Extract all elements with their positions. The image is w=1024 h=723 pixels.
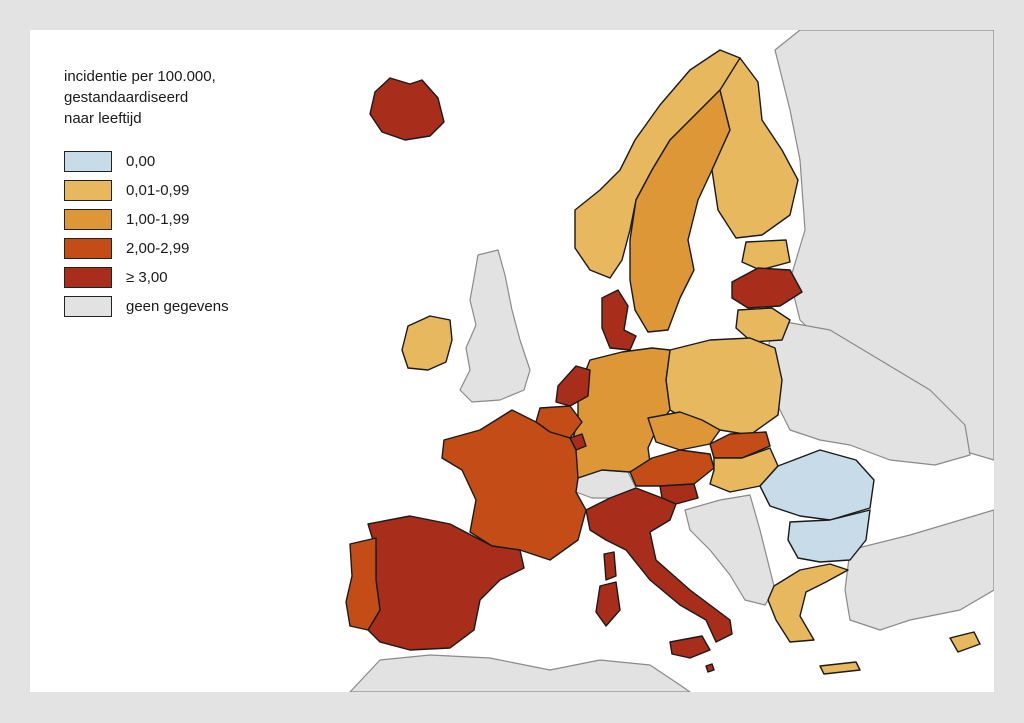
legend-label-2: 1,00-1,99 xyxy=(126,211,190,228)
legend-label-0: 0,00 xyxy=(126,153,156,170)
country-estonia[interactable] xyxy=(741,239,791,271)
legend-item-3: 2,00-2,99 xyxy=(64,234,229,263)
country-iceland[interactable] xyxy=(369,77,445,141)
balkans xyxy=(684,494,776,606)
sicily-island xyxy=(669,635,711,659)
crete-island xyxy=(819,661,861,675)
country-denmark[interactable] xyxy=(601,289,637,351)
legend-item-5: geen gegevens xyxy=(64,292,229,321)
legend-swatch-1 xyxy=(64,180,112,201)
legend-title-line-2: gestandaardiseerd xyxy=(64,89,189,106)
country-czechia[interactable] xyxy=(647,411,721,451)
map-frame: incidentie per 100.000, gestandaardiseer… xyxy=(30,30,994,692)
legend-label-3: 2,00-2,99 xyxy=(126,240,190,257)
background-lands xyxy=(349,30,994,692)
country-greece[interactable] xyxy=(767,563,849,643)
country-ireland[interactable] xyxy=(401,315,453,371)
legend-item-0: 0,00 xyxy=(64,147,229,176)
legend-label-5: geen gegevens xyxy=(126,298,229,315)
legend-swatch-2 xyxy=(64,209,112,230)
country-portugal[interactable] xyxy=(345,537,381,631)
country-bulgaria[interactable] xyxy=(787,509,871,563)
legend-swatch-4 xyxy=(64,267,112,288)
sardinia-island xyxy=(595,581,621,627)
country-italy[interactable] xyxy=(585,487,733,643)
country-germany[interactable] xyxy=(569,347,671,479)
north-africa xyxy=(349,654,691,692)
legend-item-1: 0,01-0,99 xyxy=(64,176,229,205)
legend-label-4: ≥ 3,00 xyxy=(126,269,168,286)
legend-title: incidentie per 100.000, gestandaardiseer… xyxy=(64,66,229,129)
legend-label-1: 0,01-0,99 xyxy=(126,182,190,199)
country-slovenia[interactable] xyxy=(659,483,699,505)
turkey-region xyxy=(844,509,994,631)
legend-title-line-3: naar leeftijd xyxy=(64,110,142,127)
country-malta[interactable] xyxy=(705,663,715,673)
country-cyprus[interactable] xyxy=(949,631,981,653)
europe-map xyxy=(345,30,994,692)
countries-layer xyxy=(345,49,981,675)
corsica-island xyxy=(603,551,617,581)
country-finland[interactable] xyxy=(711,57,799,239)
country-romania[interactable] xyxy=(759,449,875,521)
country-latvia[interactable] xyxy=(731,267,803,309)
legend-title-line-1: incidentie per 100.000, xyxy=(64,68,216,85)
legend-swatch-5 xyxy=(64,296,112,317)
country-lithuania[interactable] xyxy=(735,307,791,343)
legend: incidentie per 100.000, gestandaardiseer… xyxy=(64,66,229,321)
legend-swatch-0 xyxy=(64,151,112,172)
legend-item-2: 1,00-1,99 xyxy=(64,205,229,234)
country-sweden[interactable] xyxy=(629,89,731,333)
legend-swatch-3 xyxy=(64,238,112,259)
country-netherlands[interactable] xyxy=(555,365,591,407)
country-united-kingdom[interactable] xyxy=(459,249,531,403)
legend-item-4: ≥ 3,00 xyxy=(64,263,229,292)
